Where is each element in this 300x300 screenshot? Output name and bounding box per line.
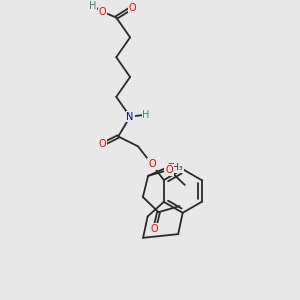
- Text: O: O: [99, 140, 106, 149]
- Text: CH₃: CH₃: [167, 164, 184, 172]
- Text: O: O: [128, 3, 136, 13]
- Text: O: O: [148, 159, 156, 169]
- Text: O: O: [99, 7, 106, 16]
- Text: O: O: [165, 165, 173, 175]
- Text: O: O: [151, 224, 158, 234]
- Text: H: H: [89, 1, 96, 11]
- Text: N: N: [126, 112, 134, 122]
- Text: H: H: [142, 110, 150, 120]
